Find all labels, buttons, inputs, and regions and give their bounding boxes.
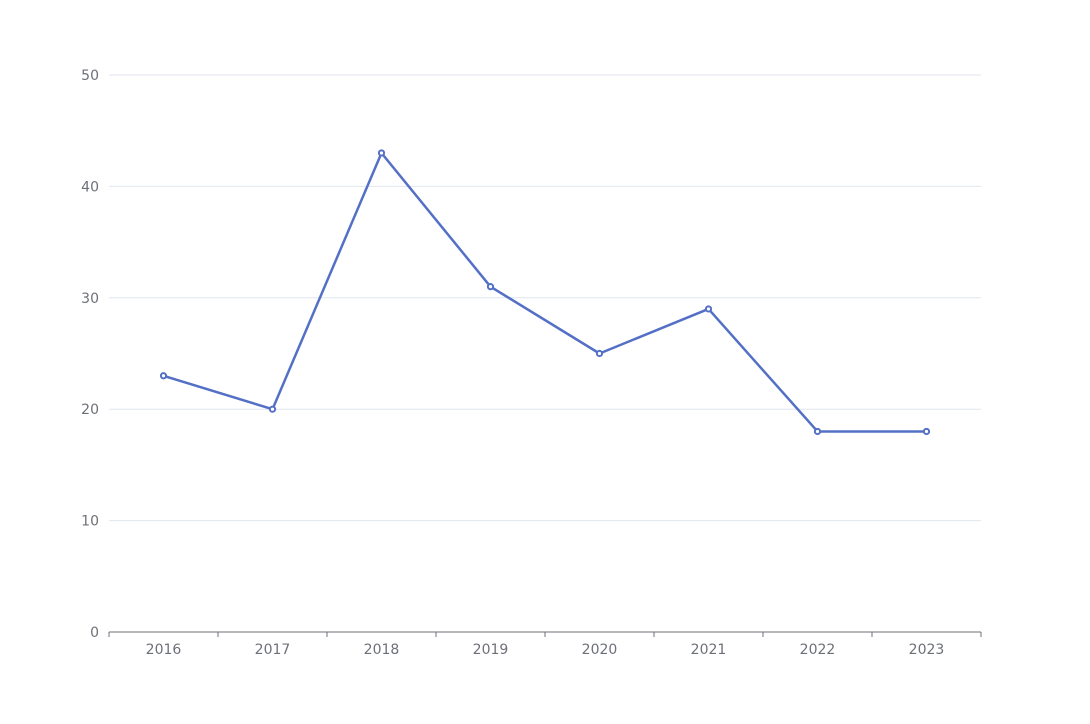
data-point	[922, 427, 931, 436]
y-tick-label: 30	[81, 291, 99, 307]
x-tick-label: 2016	[146, 642, 182, 658]
y-tick-label: 20	[81, 402, 99, 418]
x-tick-label: 2019	[473, 642, 509, 658]
x-tick-label: 2022	[800, 642, 836, 658]
data-point	[486, 283, 495, 291]
y-tick-label: 50	[81, 68, 99, 84]
data-point	[595, 349, 604, 358]
x-tick-label: 2017	[255, 642, 291, 658]
y-tick-label: 40	[81, 179, 99, 195]
axes	[108, 631, 982, 637]
x-tick-label: 2020	[582, 642, 618, 658]
x-tick-label: 2018	[364, 642, 400, 658]
data-point	[813, 427, 822, 436]
y-tick-label: 0	[90, 625, 99, 641]
grid-lines	[109, 74, 981, 522]
series-line	[162, 151, 928, 433]
data-point	[268, 405, 277, 413]
data-point	[377, 149, 386, 157]
y-tick-label: 10	[81, 514, 99, 530]
tick-labels: 0 10 20 30 40 50 2016 2017 2018 2019 2020 2021 2022 2…	[81, 68, 944, 658]
x-tick-label: 2021	[691, 642, 727, 658]
data-point	[159, 372, 168, 380]
series	[159, 149, 931, 436]
x-tick-label: 2023	[909, 642, 945, 658]
data-point	[704, 305, 713, 313]
